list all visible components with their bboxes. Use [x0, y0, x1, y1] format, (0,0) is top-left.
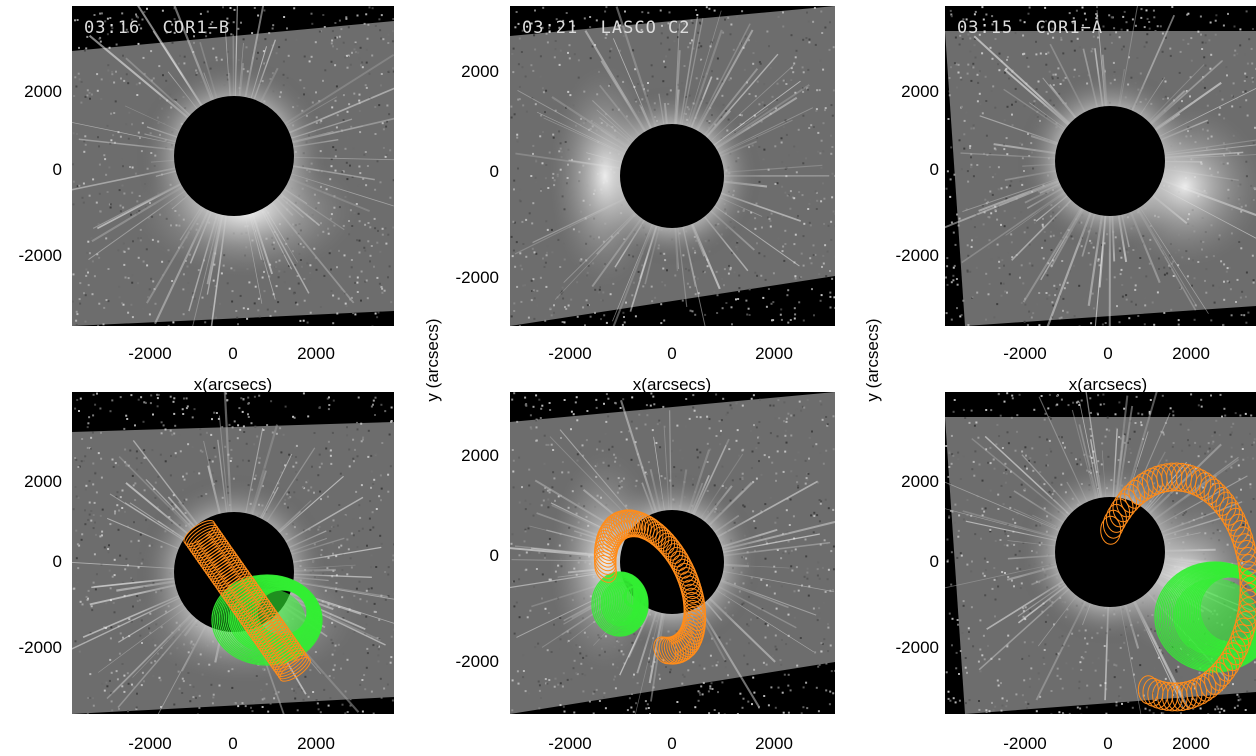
- x-tick-label: -2000: [548, 344, 592, 363]
- noise-texture: [72, 392, 394, 714]
- occulter-disk: [1055, 497, 1165, 607]
- x-tick-label: 0: [667, 734, 677, 753]
- x-axis-label: x(arcsecs): [1068, 375, 1148, 394]
- y-tick-label: 0: [52, 160, 62, 179]
- occulter-disk: [620, 124, 724, 228]
- y-tick-label: 0: [489, 162, 499, 181]
- occulter-disk: [1055, 106, 1165, 216]
- x-tick-label: 2000: [755, 734, 793, 753]
- x-tick-label: -2000: [1003, 734, 1047, 753]
- y-tick-label: 0: [929, 160, 939, 179]
- y-axis-label: y (arcsecs): [388, 318, 478, 401]
- y-tick-label: -2000: [895, 638, 939, 657]
- y-tick-label: 2000: [461, 62, 499, 81]
- y-tick-label: -2000: [18, 638, 62, 657]
- y-tick-label: -2000: [455, 652, 499, 671]
- green-flux-rope-model: [591, 571, 649, 637]
- x-axis-label: x(arcsecs): [193, 375, 273, 394]
- x-tick-label: 2000: [297, 734, 335, 753]
- x-tick-label: -2000: [128, 734, 172, 753]
- x-axis-label: x(arcsecs): [632, 375, 712, 394]
- coronagraph-image: [72, 392, 394, 714]
- orange-flux-rope-model: [183, 520, 311, 682]
- x-tick-label: -2000: [1003, 344, 1047, 363]
- x-tick-label: 0: [228, 734, 238, 753]
- x-tick-label: 2000: [755, 344, 793, 363]
- y-tick-label: -2000: [18, 246, 62, 265]
- panel-title: 03:16 COR1−B: [84, 18, 231, 38]
- y-tick-label: -2000: [455, 268, 499, 287]
- panel-title: 03:15 COR1−A: [957, 18, 1104, 38]
- cme-bright-region: [550, 66, 660, 286]
- x-tick-label: 2000: [1172, 344, 1210, 363]
- panel-lasco-top: 03:21 LASCO C2: [510, 6, 835, 326]
- panel-cor1b-bottom: [72, 392, 394, 714]
- x-tick-label: 0: [228, 344, 238, 363]
- y-tick-label: 2000: [24, 82, 62, 101]
- y-tick-label: 2000: [901, 472, 939, 491]
- y-axis-label: y (arcsecs): [828, 318, 918, 401]
- panel-title: 03:21 LASCO C2: [522, 18, 691, 38]
- x-tick-label: 0: [1103, 734, 1113, 753]
- y-tick-label: 0: [489, 546, 499, 565]
- y-axis-label-text: y (arcsecs): [863, 318, 882, 402]
- occulter-disk: [174, 96, 294, 216]
- coronagraph-image: [945, 392, 1256, 714]
- y-tick-label: 2000: [461, 446, 499, 465]
- y-tick-label: 0: [52, 552, 62, 571]
- coronagraph-image: [510, 6, 835, 326]
- orange-flux-rope-model: [1100, 462, 1256, 712]
- coronagraph-image: [72, 6, 394, 326]
- x-tick-label: -2000: [128, 344, 172, 363]
- y-tick-label: -2000: [895, 246, 939, 265]
- y-tick-label: 2000: [24, 472, 62, 491]
- x-tick-label: 2000: [1172, 734, 1210, 753]
- coronagraph-image: [510, 392, 835, 714]
- x-tick-label: 0: [667, 344, 677, 363]
- panel-cor1b-top: 03:16 COR1−B: [72, 6, 394, 326]
- orange-flux-rope-model: [593, 509, 707, 665]
- x-tick-label: 2000: [297, 344, 335, 363]
- panel-cor1a-bottom: [945, 392, 1256, 714]
- panel-cor1a-top: 03:15 COR1−A: [945, 6, 1256, 326]
- y-axis-label-text: y (arcsecs): [423, 318, 442, 402]
- x-tick-label: -2000: [548, 734, 592, 753]
- coronagraph-image: [945, 6, 1256, 326]
- y-tick-label: 0: [929, 552, 939, 571]
- y-tick-label: 2000: [901, 82, 939, 101]
- x-tick-label: 0: [1103, 344, 1113, 363]
- panel-lasco-bottom: [510, 392, 835, 714]
